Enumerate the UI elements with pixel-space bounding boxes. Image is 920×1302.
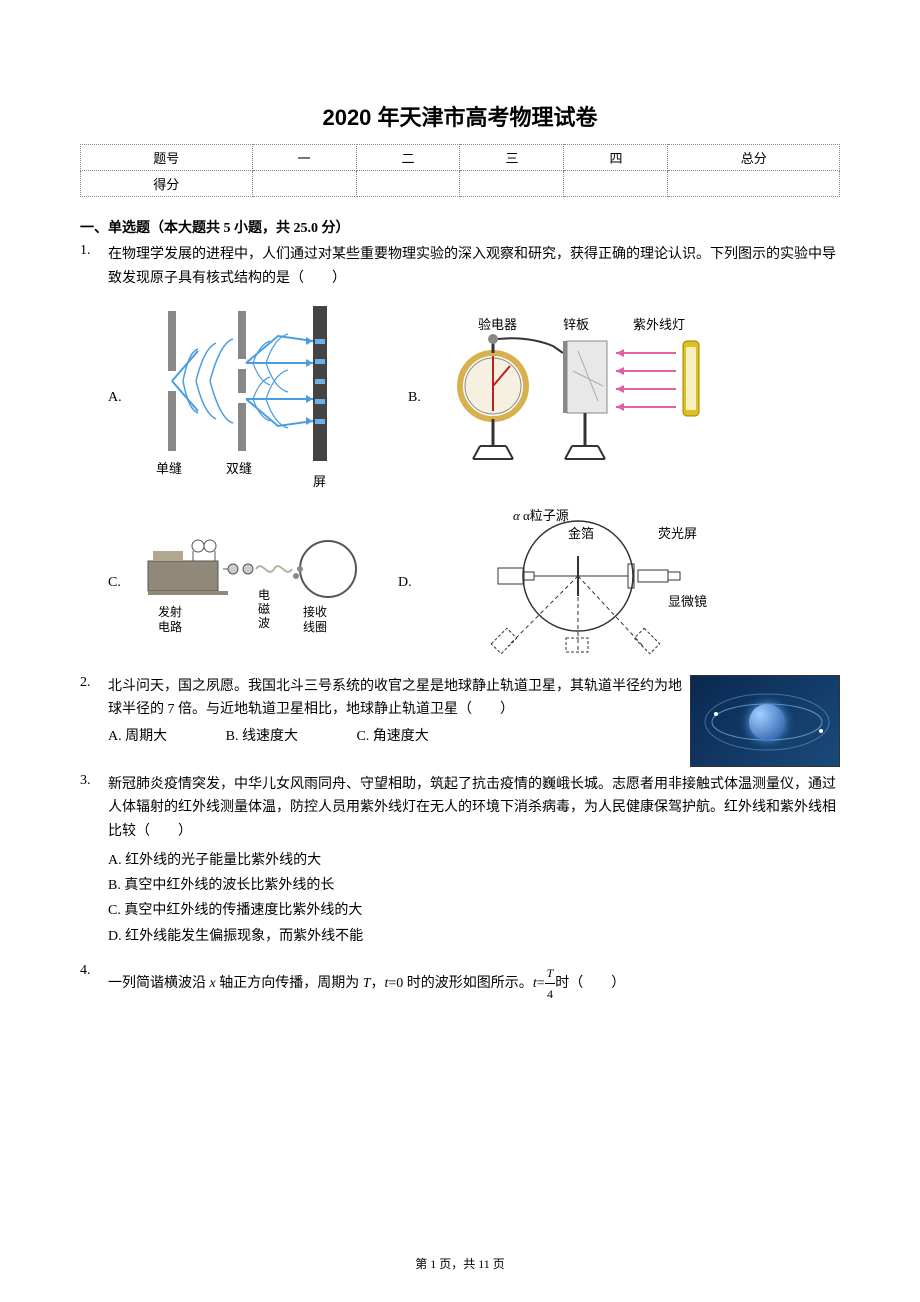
svg-text:双缝: 双缝 [226, 461, 252, 476]
th-2: 二 [356, 145, 460, 171]
svg-text:波: 波 [258, 616, 270, 630]
q1-diagram-B: 验电器 锌板 紫外线灯 [438, 311, 728, 486]
q2-text: 北斗问天，国之夙愿。我国北斗三号系统的收官之星是地球静止轨道卫星，其轨道半径约为… [108, 679, 682, 718]
q1-diagram-C: 发射 电路 电 磁 波 接收 线圈 [138, 521, 368, 646]
svg-text:锌板: 锌板 [563, 317, 589, 332]
svg-text:金箔: 金箔 [568, 526, 594, 541]
q2-number: 2. [80, 675, 108, 691]
q1-text: 在物理学发展的进程中，人们通过对某些重要物理实验的深入观察和研究，获得正确的理论… [108, 243, 840, 291]
th-total: 总分 [668, 145, 840, 171]
cell-blank [356, 171, 460, 197]
svg-text:荧光屏: 荧光屏 [658, 526, 697, 541]
q3-opt-B: B. 真空中红外线的波长比紫外线的长 [108, 873, 840, 898]
q2-opt-B: B. 线速度大 [226, 724, 298, 749]
page-title: 2020 年天津市高考物理试卷 [80, 100, 840, 132]
svg-text:接收: 接收 [303, 604, 327, 619]
q2-opt-A: A. 周期大 [108, 724, 167, 749]
cell-blank [564, 171, 668, 197]
q3-opt-D: D. 红外线能发生偏振现象，而紫外线不能 [108, 924, 840, 949]
page-footer: 第 1 页，共 11 页 [0, 1255, 920, 1272]
svg-text:单缝: 单缝 [156, 461, 182, 476]
cell-blank [252, 171, 356, 197]
q1-diagram-D: α α粒子源 金箔 荧光屏 显微镜 [428, 506, 738, 661]
svg-text:验电器: 验电器 [478, 317, 517, 332]
svg-text:屏: 屏 [313, 474, 326, 489]
svg-text:电路: 电路 [158, 619, 182, 634]
q1-opt-A-label: A. [108, 390, 138, 406]
q4-number: 4. [80, 963, 108, 979]
q4-text: 一列简谐横波沿 x 轴正方向传播，周期为 T，t=0 时的波形如图所示。t=T4… [108, 963, 840, 1005]
q1-opt-B-label: B. [408, 390, 438, 406]
q2-earth-image [690, 675, 840, 767]
q3-opt-A: A. 红外线的光子能量比紫外线的大 [108, 848, 840, 873]
svg-text:磁: 磁 [258, 601, 270, 616]
section-1-header: 一、单选题（本大题共 5 小题，共 25.0 分） [80, 217, 840, 237]
th-label: 题号 [81, 145, 253, 171]
row-score-label: 得分 [81, 171, 253, 197]
svg-text:α粒子源: α粒子源 [523, 508, 569, 523]
q2-opt-C: C. 角速度大 [356, 724, 428, 749]
svg-text:电: 电 [258, 588, 270, 602]
th-1: 一 [252, 145, 356, 171]
score-table: 题号 一 二 三 四 总分 得分 [80, 144, 840, 197]
svg-text:发射: 发射 [158, 604, 182, 619]
svg-text:显微镜: 显微镜 [668, 594, 707, 609]
cell-blank [668, 171, 840, 197]
svg-text:线圈: 线圈 [303, 620, 327, 634]
q1-opt-D-label: D. [398, 575, 428, 591]
cell-blank [460, 171, 564, 197]
svg-text:α: α [513, 508, 521, 523]
q3-opt-C: C. 真空中红外线的传播速度比紫外线的大 [108, 898, 840, 923]
q3-number: 3. [80, 773, 108, 789]
q3-text: 新冠肺炎疫情突发，中华儿女风雨同舟、守望相助，筑起了抗击疫情的巍峨长城。志愿者用… [108, 773, 840, 844]
svg-text:紫外线灯: 紫外线灯 [633, 317, 685, 332]
th-4: 四 [564, 145, 668, 171]
th-3: 三 [460, 145, 564, 171]
q1-opt-C-label: C. [108, 575, 138, 591]
q1-diagram-A: 单缝 双缝 屏 [138, 301, 348, 496]
q1-number: 1. [80, 243, 108, 259]
